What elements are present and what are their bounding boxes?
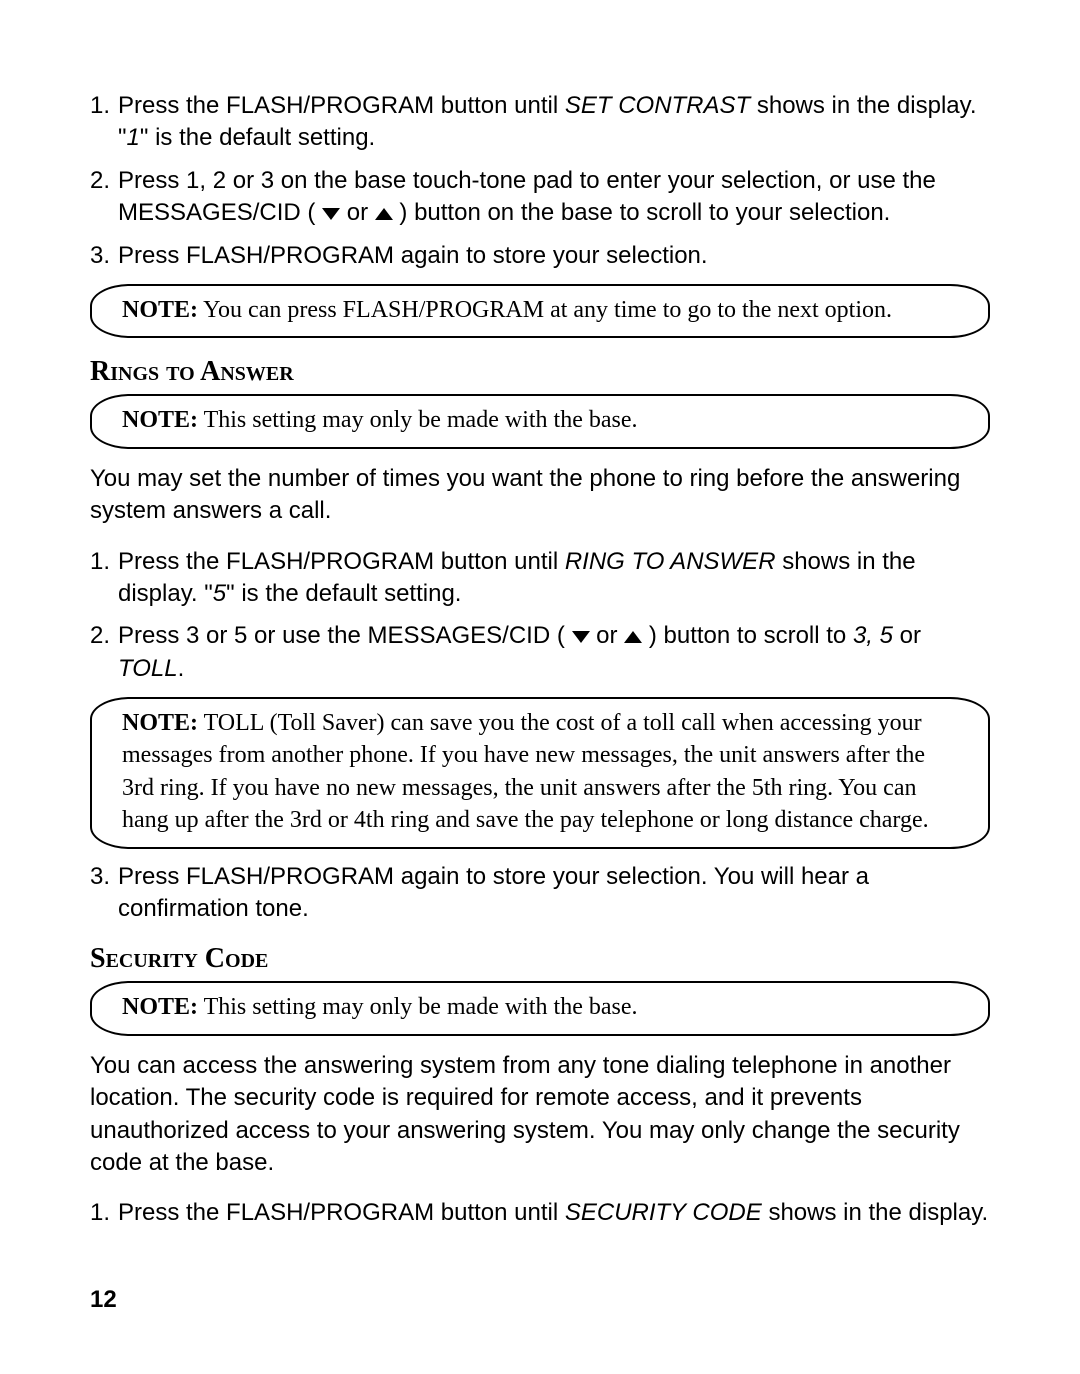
triangle-up-icon [375,208,393,220]
step-number: 1. [90,546,118,578]
list-item: 2. Press 1, 2 or 3 on the base touch-ton… [90,165,990,230]
triangle-up-icon [624,631,642,643]
triangle-down-icon [322,208,340,220]
contrast-steps: 1. Press the FLASH/PROGRAM button until … [90,90,990,272]
list-item: 3. Press FLASH/PROGRAM again to store yo… [90,861,990,926]
step-number: 1. [90,1197,118,1229]
step-number: 2. [90,620,118,652]
note-label: NOTE: [122,994,198,1020]
note-text: This setting may only be made with the b… [198,407,637,433]
note-box: NOTE: You can press FLASH/PROGRAM at any… [90,284,990,338]
page-number: 12 [90,1286,117,1314]
step-text: Press FLASH/PROGRAM again to store your … [118,240,708,272]
note-label: NOTE: [122,297,198,323]
step-number: 2. [90,165,118,197]
paragraph: You can access the answering system from… [90,1050,990,1180]
note-label: NOTE: [122,407,198,433]
list-item: 2. Press 3 or 5 or use the MESSAGES/CID … [90,620,990,685]
rings-steps: 1. Press the FLASH/PROGRAM button until … [90,546,990,686]
rings-steps-cont: 3. Press FLASH/PROGRAM again to store yo… [90,861,990,926]
list-item: 1. Press the FLASH/PROGRAM button until … [90,1197,990,1229]
step-number: 1. [90,90,118,122]
step-text: Press 1, 2 or 3 on the base touch-tone p… [118,165,990,230]
step-text: Press 3 or 5 or use the MESSAGES/CID ( o… [118,620,990,685]
list-item: 1. Press the FLASH/PROGRAM button until … [90,546,990,611]
security-steps: 1. Press the FLASH/PROGRAM button until … [90,1197,990,1229]
step-text: Press the FLASH/PROGRAM button until SET… [118,90,990,155]
section-heading-rings: Rings to Answer [90,356,990,388]
note-label: NOTE: [122,710,198,736]
list-item: 1. Press the FLASH/PROGRAM button until … [90,90,990,155]
note-box: NOTE: This setting may only be made with… [90,394,990,448]
paragraph: You may set the number of times you want… [90,463,990,528]
triangle-down-icon [572,631,590,643]
section-heading-security: Security Code [90,943,990,975]
note-box: NOTE: This setting may only be made with… [90,981,990,1035]
note-text: This setting may only be made with the b… [198,994,637,1020]
page: 1. Press the FLASH/PROGRAM button until … [0,0,1080,1374]
step-number: 3. [90,240,118,272]
step-text: Press the FLASH/PROGRAM button until SEC… [118,1197,988,1229]
list-item: 3. Press FLASH/PROGRAM again to store yo… [90,240,990,272]
step-number: 3. [90,861,118,893]
step-text: Press the FLASH/PROGRAM button until RIN… [118,546,990,611]
note-text: TOLL (Toll Saver) can save you the cost … [122,710,929,833]
step-text: Press FLASH/PROGRAM again to store your … [118,861,990,926]
note-box: NOTE: TOLL (Toll Saver) can save you the… [90,697,990,849]
note-text: You can press FLASH/PROGRAM at any time … [198,297,892,323]
